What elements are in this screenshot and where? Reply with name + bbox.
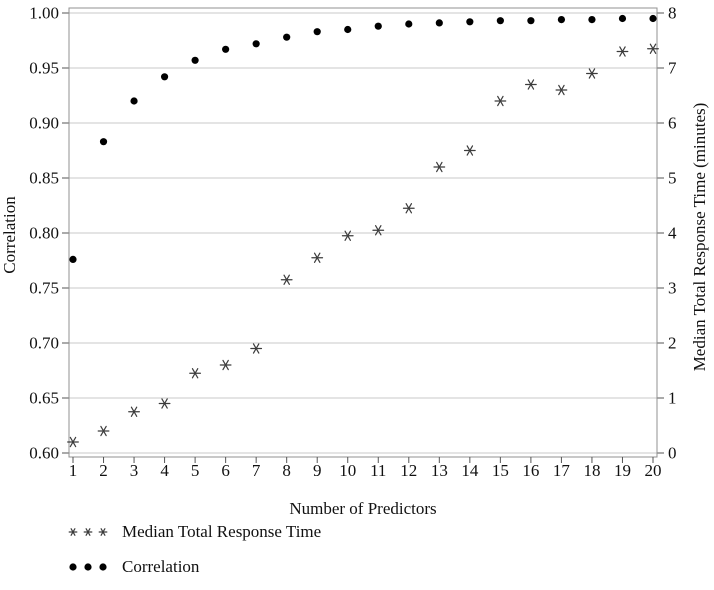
- legend-item-correlation: Correlation: [66, 557, 486, 576]
- response-time-point: [402, 203, 415, 214]
- right-tick-label: 0: [668, 444, 677, 463]
- correlation-point: [130, 97, 138, 105]
- correlation-point: [466, 18, 474, 26]
- left-tick-label: 0.70: [29, 334, 59, 353]
- correlation-point: [588, 16, 596, 24]
- left-tick-label: 0.60: [29, 444, 59, 463]
- x-tick-label: 3: [130, 461, 139, 480]
- left-tick-label: 0.85: [29, 169, 59, 188]
- correlation-point: [496, 17, 504, 25]
- x-tick-label: 13: [431, 461, 448, 480]
- legend-item-response-time: Median Total Response Time: [66, 522, 486, 541]
- response-time-point: [98, 528, 108, 536]
- x-tick-label: 17: [553, 461, 571, 480]
- x-tick-label: 5: [191, 461, 200, 480]
- response-time-point: [586, 68, 598, 79]
- right-tick-label: 5: [668, 169, 677, 188]
- response-time-point: [67, 436, 79, 448]
- right-tick-label: 8: [668, 4, 677, 23]
- x-tick-label: 19: [614, 461, 631, 480]
- right-axis-title: Median Total Response Time (minutes): [690, 102, 709, 372]
- left-tick-label: 0.65: [29, 389, 59, 408]
- response-time-point: [463, 145, 476, 156]
- right-tick-label: 4: [668, 224, 677, 243]
- legend-label-correlation: Correlation: [122, 557, 200, 576]
- left-tick-label: 0.90: [29, 114, 59, 133]
- left-axis-title: Correlation: [0, 196, 19, 274]
- response-time-point: [433, 161, 446, 173]
- correlation-point: [527, 17, 535, 25]
- x-tick-label: 10: [339, 461, 356, 480]
- response-time-point: [647, 43, 659, 54]
- response-time-point: [555, 84, 568, 96]
- correlation-point: [618, 14, 627, 23]
- response-time-point: [68, 528, 78, 536]
- correlation-point: [84, 563, 92, 571]
- response-time-point: [189, 368, 202, 379]
- response-time-point: [97, 425, 110, 437]
- x-tick-label: 20: [645, 461, 662, 480]
- correlation-point: [160, 73, 169, 81]
- x-tick-label: 15: [492, 461, 509, 480]
- left-tick-label: 0.80: [29, 224, 59, 243]
- response-time-point: [616, 46, 629, 57]
- correlation-point: [405, 20, 413, 28]
- x-tick-label: 9: [313, 461, 322, 480]
- right-tick-label: 1: [668, 389, 677, 408]
- asterisk-marker-sample: [68, 528, 108, 536]
- response-time-point: [219, 359, 232, 371]
- right-tick-label: 7: [668, 59, 677, 78]
- correlation-point: [649, 14, 657, 23]
- right-tick-label: 3: [668, 279, 677, 298]
- correlation-point: [252, 40, 260, 48]
- left-tick-label: 0.95: [29, 59, 59, 78]
- correlation-point: [557, 16, 566, 24]
- response-time-point: [250, 343, 263, 354]
- x-axis-title: Number of Predictors: [289, 499, 437, 518]
- right-tick-label: 6: [668, 114, 677, 133]
- x-tick-label: 16: [522, 461, 539, 480]
- response-time-point: [158, 398, 171, 409]
- x-tick-label: 1: [69, 461, 78, 480]
- response-time-point: [128, 406, 140, 417]
- x-tick-label: 12: [400, 461, 417, 480]
- right-tick-label: 2: [668, 334, 677, 353]
- correlation-point: [283, 33, 291, 41]
- legend-label-response-time: Median Total Response Time: [122, 522, 322, 541]
- x-tick-label: 14: [461, 461, 479, 480]
- correlation-point: [99, 138, 108, 146]
- correlation-point: [222, 45, 230, 53]
- x-tick-label: 11: [370, 461, 386, 480]
- plot-border: [68, 7, 658, 458]
- left-tick-label: 1.00: [29, 4, 59, 23]
- x-tick-label: 8: [282, 461, 291, 480]
- response-time-point: [83, 528, 93, 536]
- x-tick-label: 4: [160, 461, 169, 480]
- legend: Median Total Response Time Correlation: [66, 522, 486, 590]
- correlation-point: [374, 22, 382, 30]
- correlation-point: [69, 255, 77, 263]
- response-time-point: [372, 225, 385, 236]
- correlation-point: [69, 563, 77, 571]
- left-tick-label: 0.75: [29, 279, 59, 298]
- correlation-point: [313, 28, 321, 36]
- x-tick-label: 2: [99, 461, 108, 480]
- x-tick-label: 18: [583, 461, 600, 480]
- x-tick-label: 6: [221, 461, 230, 480]
- correlation-point: [99, 563, 107, 571]
- correlation-point: [435, 19, 443, 27]
- response-time-point: [280, 274, 293, 285]
- correlation-point: [191, 56, 199, 64]
- dot-marker-sample: [69, 563, 107, 571]
- response-time-point: [494, 95, 507, 107]
- response-time-point: [524, 79, 537, 90]
- correlation-point: [344, 25, 352, 34]
- x-tick-label: 7: [252, 461, 261, 480]
- response-time-point: [311, 252, 324, 263]
- response-time-point: [341, 230, 354, 241]
